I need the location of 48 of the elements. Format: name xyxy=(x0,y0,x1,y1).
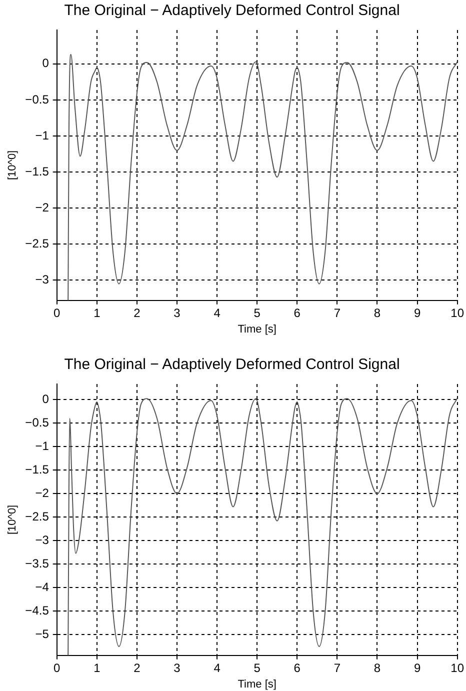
y-tick-label: −4 xyxy=(35,580,50,594)
x-tick-label: 2 xyxy=(134,306,141,320)
x-tick-label: 10 xyxy=(450,660,464,675)
x-tick-label: 8 xyxy=(374,306,381,320)
y-tick-label: −2.5 xyxy=(25,509,50,524)
y-tick-label: −5 xyxy=(35,627,50,642)
x-tick-label: 6 xyxy=(294,660,301,675)
y-axis-title: [10^0] xyxy=(6,150,19,180)
x-tick-label: 4 xyxy=(214,660,221,675)
line-series xyxy=(68,54,458,300)
x-tick-label: 8 xyxy=(374,660,381,675)
x-tick-label: 9 xyxy=(414,660,421,675)
y-tick-label: −3 xyxy=(35,532,50,547)
x-tick-label: 10 xyxy=(450,306,464,320)
y-tick-label: −2.5 xyxy=(25,236,50,250)
y-tick-label: −2 xyxy=(35,200,50,214)
x-tick-label: 0 xyxy=(54,660,61,675)
x-tick-label: 9 xyxy=(414,306,421,320)
y-tick-label: −1 xyxy=(35,128,50,142)
y-tick-label: −3 xyxy=(35,272,50,287)
x-tick-label: 1 xyxy=(94,660,101,675)
y-tick-label: −3.5 xyxy=(25,556,50,570)
x-tick-label: 4 xyxy=(214,306,221,320)
x-tick-label: 2 xyxy=(134,660,141,675)
y-tick-label: −4.5 xyxy=(25,604,50,618)
x-axis-title: Time [s] xyxy=(238,323,276,336)
y-tick-label: −0.5 xyxy=(25,92,50,106)
x-tick-label: 3 xyxy=(174,660,181,675)
x-tick-label: 5 xyxy=(254,306,261,320)
x-axis-title: Time [s] xyxy=(238,678,276,690)
y-tick-label: −1.5 xyxy=(25,462,50,476)
x-tick-label: 7 xyxy=(334,306,341,320)
x-tick-label: 5 xyxy=(254,660,261,675)
chart-title: The Original − Adaptively Deformed Control Signal xyxy=(64,2,400,20)
x-tick-label: 3 xyxy=(174,306,181,320)
y-axis-title: [10^0] xyxy=(6,504,19,535)
y-tick-label: 0 xyxy=(42,56,50,70)
x-tick-label: 7 xyxy=(334,660,341,675)
x-tick-label: 0 xyxy=(54,306,61,320)
line-series xyxy=(68,398,458,656)
y-tick-label: −0.5 xyxy=(25,415,50,430)
y-tick-label: −2 xyxy=(35,486,50,500)
y-tick-label: −1.5 xyxy=(25,164,50,178)
x-tick-label: 6 xyxy=(294,306,301,320)
y-tick-label: 0 xyxy=(42,392,50,406)
x-tick-label: 1 xyxy=(94,306,101,320)
y-tick-label: −1 xyxy=(35,438,50,453)
chart-title: The Original − Adaptively Deformed Control Signal xyxy=(64,356,400,374)
